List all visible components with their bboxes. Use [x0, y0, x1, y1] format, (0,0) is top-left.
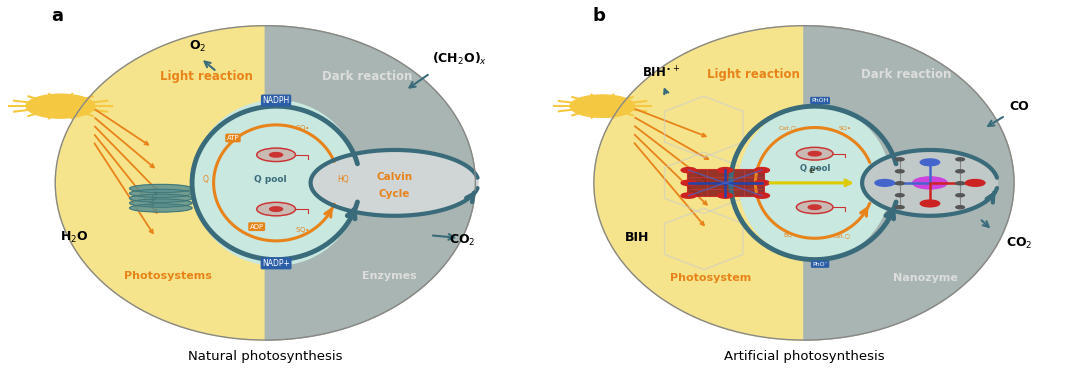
Circle shape [808, 205, 821, 210]
Ellipse shape [740, 106, 890, 260]
Text: PhO⁻: PhO⁻ [812, 262, 828, 267]
Text: ADP: ADP [249, 224, 264, 230]
Ellipse shape [130, 189, 192, 198]
Circle shape [796, 201, 833, 214]
Text: Light reaction: Light reaction [160, 70, 253, 83]
Text: NADPH: NADPH [262, 96, 289, 105]
Text: Dark reaction: Dark reaction [323, 70, 413, 83]
Circle shape [875, 179, 894, 186]
Text: b: b [593, 8, 606, 25]
Text: ATP: ATP [227, 135, 240, 141]
Text: NADP+: NADP+ [262, 259, 291, 268]
Circle shape [270, 207, 283, 211]
Text: SQ$\bullet$: SQ$\bullet$ [296, 225, 311, 234]
Circle shape [895, 206, 904, 209]
Ellipse shape [192, 101, 360, 265]
Text: Enzymes: Enzymes [362, 271, 417, 282]
Text: e$^-$: e$^-$ [808, 167, 822, 176]
Circle shape [718, 167, 733, 173]
Circle shape [681, 193, 697, 198]
Circle shape [920, 159, 940, 166]
Circle shape [956, 182, 964, 185]
Ellipse shape [130, 184, 192, 193]
Text: Dark reaction: Dark reaction [861, 68, 951, 81]
Text: a: a [52, 8, 64, 25]
FancyBboxPatch shape [687, 169, 764, 196]
Circle shape [270, 153, 283, 157]
Text: Photosystems: Photosystems [124, 271, 213, 282]
Text: Cat.○: Cat.○ [833, 233, 851, 238]
Text: Light reaction: Light reaction [706, 68, 799, 81]
Text: Photosystem: Photosystem [670, 273, 751, 283]
Circle shape [956, 158, 964, 161]
Polygon shape [804, 26, 1014, 340]
Ellipse shape [130, 204, 192, 212]
Text: BQ: BQ [783, 232, 793, 238]
Ellipse shape [311, 150, 478, 216]
Text: CO$_2$: CO$_2$ [1007, 236, 1032, 251]
Text: Nanozyme: Nanozyme [893, 273, 958, 283]
Text: Natural photosynthesis: Natural photosynthesis [188, 350, 342, 363]
Circle shape [754, 180, 769, 185]
Text: CO: CO [1010, 100, 1029, 113]
Circle shape [681, 167, 697, 173]
Circle shape [796, 147, 833, 160]
Circle shape [26, 94, 95, 118]
Circle shape [808, 152, 821, 156]
Circle shape [920, 200, 940, 207]
Circle shape [956, 206, 964, 209]
Circle shape [895, 182, 904, 185]
Circle shape [257, 202, 296, 216]
Text: O$_2$: O$_2$ [189, 39, 206, 54]
Text: Cat.○: Cat.○ [779, 126, 797, 130]
Circle shape [754, 167, 769, 173]
Ellipse shape [130, 199, 192, 207]
Ellipse shape [55, 26, 475, 340]
Text: Artificial photosynthesis: Artificial photosynthesis [724, 350, 885, 363]
Circle shape [966, 179, 985, 186]
Text: PhOH: PhOH [811, 98, 828, 103]
Text: Q pool: Q pool [255, 175, 287, 184]
Text: HQ: HQ [337, 175, 349, 184]
Circle shape [754, 193, 769, 198]
Circle shape [718, 193, 733, 198]
Ellipse shape [594, 26, 1014, 340]
Circle shape [913, 177, 947, 189]
Ellipse shape [130, 194, 192, 202]
Text: H$_2$O: H$_2$O [60, 230, 89, 245]
Text: LHCs: LHCs [149, 190, 159, 206]
Ellipse shape [863, 150, 997, 216]
Text: BIH$^{\bullet+}$: BIH$^{\bullet+}$ [642, 65, 679, 80]
Text: Cycle: Cycle [379, 189, 410, 199]
Polygon shape [266, 26, 475, 340]
Circle shape [956, 194, 964, 197]
Circle shape [956, 170, 964, 173]
Text: SQ$\bullet$: SQ$\bullet$ [296, 124, 311, 133]
Circle shape [895, 158, 904, 161]
Text: (CH$_2$O)$_x$: (CH$_2$O)$_x$ [432, 51, 487, 67]
Circle shape [257, 148, 296, 162]
Circle shape [681, 180, 697, 185]
Text: SQ$\bullet$: SQ$\bullet$ [838, 124, 852, 132]
Text: Q: Q [203, 175, 210, 184]
Text: Q pool: Q pool [799, 164, 829, 173]
Text: CO$_2$: CO$_2$ [449, 233, 475, 248]
Text: BIH: BIH [624, 231, 649, 244]
Circle shape [570, 95, 635, 117]
Circle shape [895, 194, 904, 197]
Text: Calvin: Calvin [377, 172, 413, 182]
Circle shape [895, 170, 904, 173]
